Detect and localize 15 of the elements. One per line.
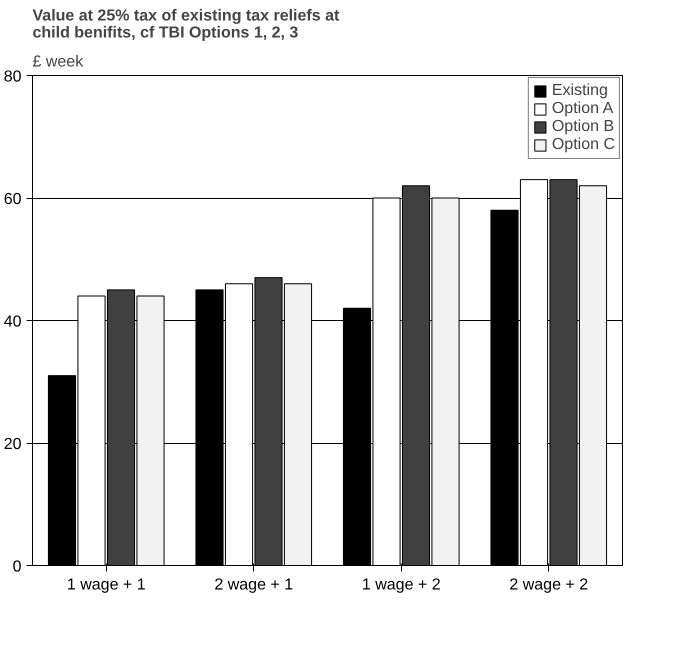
- legend-label: Option C: [552, 136, 615, 154]
- x-tick-label: 2 wage + 1: [214, 576, 294, 594]
- legend-label: Existing: [552, 82, 608, 100]
- x-tick-label: 2 wage + 2: [509, 576, 588, 594]
- legend-label: Option B: [552, 118, 614, 136]
- x-tick-label: 1 wage + 1: [66, 576, 146, 594]
- y-tick-label: 40: [4, 314, 22, 330]
- y-tick-label: 0: [12, 558, 22, 576]
- y-tick-label: 60: [4, 191, 22, 208]
- y-axis-title: £ week: [32, 54, 84, 70]
- legend-label: Option A: [552, 100, 614, 118]
- chart-title: Value at 25% tax of existing tax reliefs at child benifits, cf TBI Options 1, 2, 3: [32, 8, 340, 42]
- x-tick-label: 1 wage + 2: [362, 576, 441, 594]
- y-tick-label: 20: [4, 436, 22, 453]
- y-tick-label: 80: [4, 68, 22, 86]
